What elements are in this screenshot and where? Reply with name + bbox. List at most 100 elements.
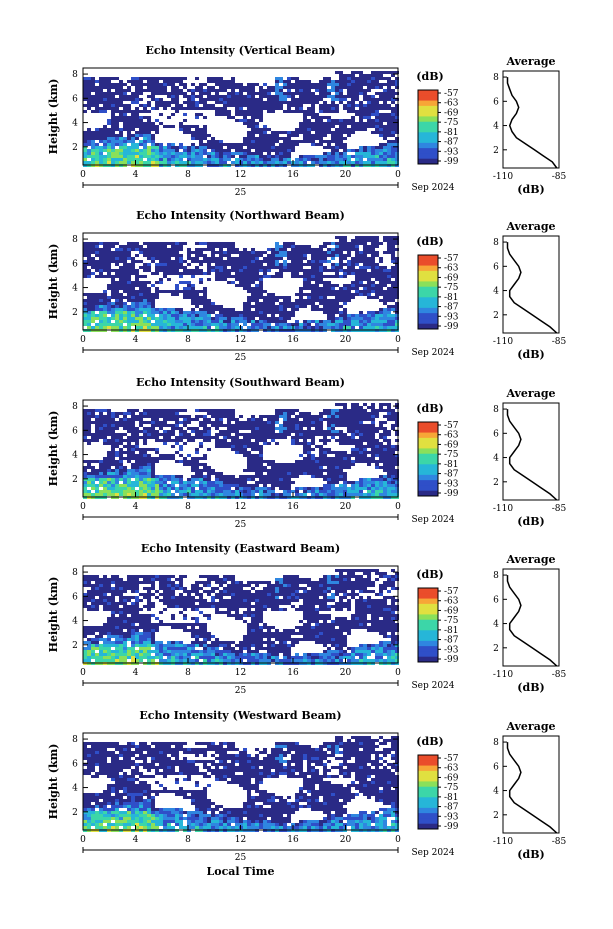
heatmap-cell xyxy=(287,472,291,475)
heatmap-cell xyxy=(91,137,95,140)
heatmap-cell xyxy=(299,296,303,299)
heatmap-cell xyxy=(99,242,103,245)
heatmap-cell xyxy=(271,299,275,302)
heatmap-cell xyxy=(103,323,107,326)
heatmap-cell xyxy=(255,320,259,323)
heatmap-cell xyxy=(123,421,127,424)
heatmap-cell xyxy=(167,436,171,439)
heatmap-cell xyxy=(339,119,343,122)
heatmap-cell xyxy=(259,302,263,305)
heatmap-cell xyxy=(387,140,391,143)
heatmap-cell xyxy=(91,412,95,415)
heatmap-cell xyxy=(211,481,215,484)
heatmap-cell xyxy=(247,110,251,113)
heatmap-cell xyxy=(103,460,107,463)
heatmap-cell xyxy=(367,116,371,119)
heatmap-cell xyxy=(339,128,343,131)
heatmap-cell xyxy=(259,451,263,454)
heatmap-cell xyxy=(323,152,327,155)
heatmap-cell xyxy=(191,475,195,478)
heatmap-cell xyxy=(303,472,307,475)
heatmap-cell xyxy=(327,92,331,95)
heatmap-cell xyxy=(219,269,223,272)
heatmap-cell xyxy=(219,487,223,490)
heatmap-cell xyxy=(99,302,103,305)
heatmap-cell xyxy=(215,275,219,278)
heatmap-cell xyxy=(95,266,99,269)
heatmap-cell xyxy=(155,490,159,493)
heatmap-cell xyxy=(295,418,299,421)
heatmap-cell xyxy=(103,430,107,433)
heatmap-cell xyxy=(251,287,255,290)
heatmap-cell xyxy=(219,260,223,263)
heatmap-cell xyxy=(163,92,167,95)
heatmap-cell xyxy=(295,251,299,254)
heatmap-cell xyxy=(279,98,283,101)
heatmap-cell xyxy=(287,433,291,436)
heatmap-cell xyxy=(259,266,263,269)
heatmap-cell xyxy=(87,128,91,131)
heatmap-cell xyxy=(123,149,127,152)
heatmap-cell xyxy=(279,493,283,496)
heatmap-cell xyxy=(267,433,271,436)
heatmap-cell xyxy=(199,134,203,137)
heatmap-cell xyxy=(327,80,331,83)
heatmap-cell xyxy=(227,320,231,323)
heatmap-cell xyxy=(283,433,287,436)
heatmap-cell xyxy=(119,95,123,98)
heatmap-cell xyxy=(231,430,235,433)
heatmap-cell xyxy=(147,326,151,329)
heatmap-cell xyxy=(243,427,247,430)
heatmap-cell xyxy=(343,299,347,302)
heatmap-cell xyxy=(127,293,131,296)
heatmap-cell xyxy=(175,269,179,272)
heatmap-cell xyxy=(311,95,315,98)
heatmap-cell xyxy=(147,83,151,86)
heatmap-cell xyxy=(235,323,239,326)
heatmap-cell xyxy=(91,134,95,137)
heatmap-cell xyxy=(307,424,311,427)
heatmap-cell xyxy=(219,242,223,245)
heatmap-cell xyxy=(255,460,259,463)
heatmap-cell xyxy=(395,236,399,239)
heatmap-cell xyxy=(191,317,195,320)
heatmap-cell xyxy=(247,317,251,320)
heatmap-cell xyxy=(387,155,391,158)
heatmap-cell xyxy=(131,98,135,101)
heatmap-cell xyxy=(395,137,399,140)
heatmap-cell xyxy=(163,245,167,248)
heatmap-cell xyxy=(207,104,211,107)
heatmap-cell xyxy=(327,140,331,143)
heatmap-cell xyxy=(127,269,131,272)
heatmap-cell xyxy=(115,125,119,128)
heatmap-cell xyxy=(159,457,163,460)
heatmap-cell xyxy=(391,320,395,323)
heatmap-cell xyxy=(251,311,255,314)
heatmap-cell xyxy=(247,421,251,424)
heatmap-cell xyxy=(223,320,227,323)
heatmap-cell xyxy=(259,472,263,475)
heatmap-cell xyxy=(295,424,299,427)
heatmap-cell xyxy=(231,152,235,155)
heatmap-cell xyxy=(167,424,171,427)
heatmap-cell xyxy=(143,475,147,478)
heatmap-cell xyxy=(111,245,115,248)
heatmap-cell xyxy=(139,302,143,305)
heatmap-cell xyxy=(175,490,179,493)
heatmap-cell xyxy=(147,484,151,487)
heatmap-cell xyxy=(351,74,355,77)
heatmap-cell xyxy=(251,326,255,329)
heatmap-cell xyxy=(215,158,219,161)
heatmap-cell xyxy=(179,320,183,323)
heatmap-cell xyxy=(155,421,159,424)
heatmap-cell xyxy=(195,134,199,137)
heatmap-cell xyxy=(303,110,307,113)
heatmap-cell xyxy=(127,131,131,134)
average-frame xyxy=(502,235,560,334)
heatmap-cell xyxy=(215,305,219,308)
heatmap-cell xyxy=(307,260,311,263)
heatmap-cell xyxy=(83,275,87,278)
heatmap-cell xyxy=(303,490,307,493)
heatmap-cell xyxy=(215,152,219,155)
heatmap-cell xyxy=(351,101,355,104)
